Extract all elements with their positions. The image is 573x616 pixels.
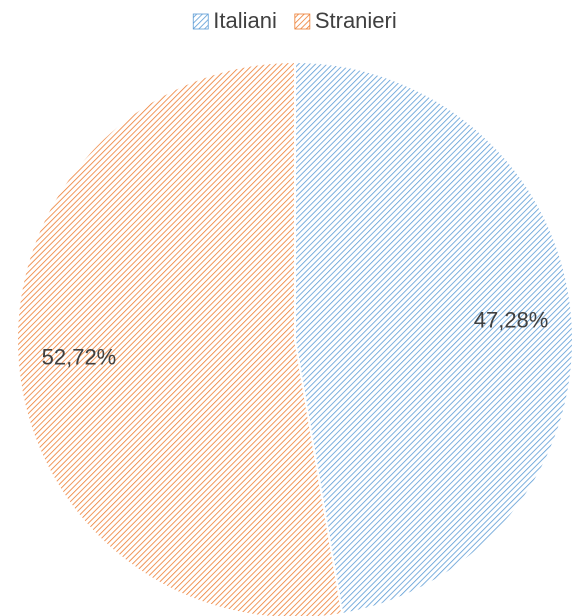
legend-text: Italiani bbox=[213, 8, 277, 33]
pie-slice bbox=[294, 60, 573, 616]
value-label: 47,28% bbox=[474, 307, 549, 332]
legend-text: Stranieri bbox=[315, 8, 397, 33]
legend: Italiani Stranieri bbox=[192, 8, 397, 33]
legend-swatch bbox=[294, 13, 311, 30]
pie-slice bbox=[16, 60, 344, 616]
value-label: 52,72% bbox=[42, 344, 117, 369]
legend-swatch bbox=[192, 13, 209, 30]
